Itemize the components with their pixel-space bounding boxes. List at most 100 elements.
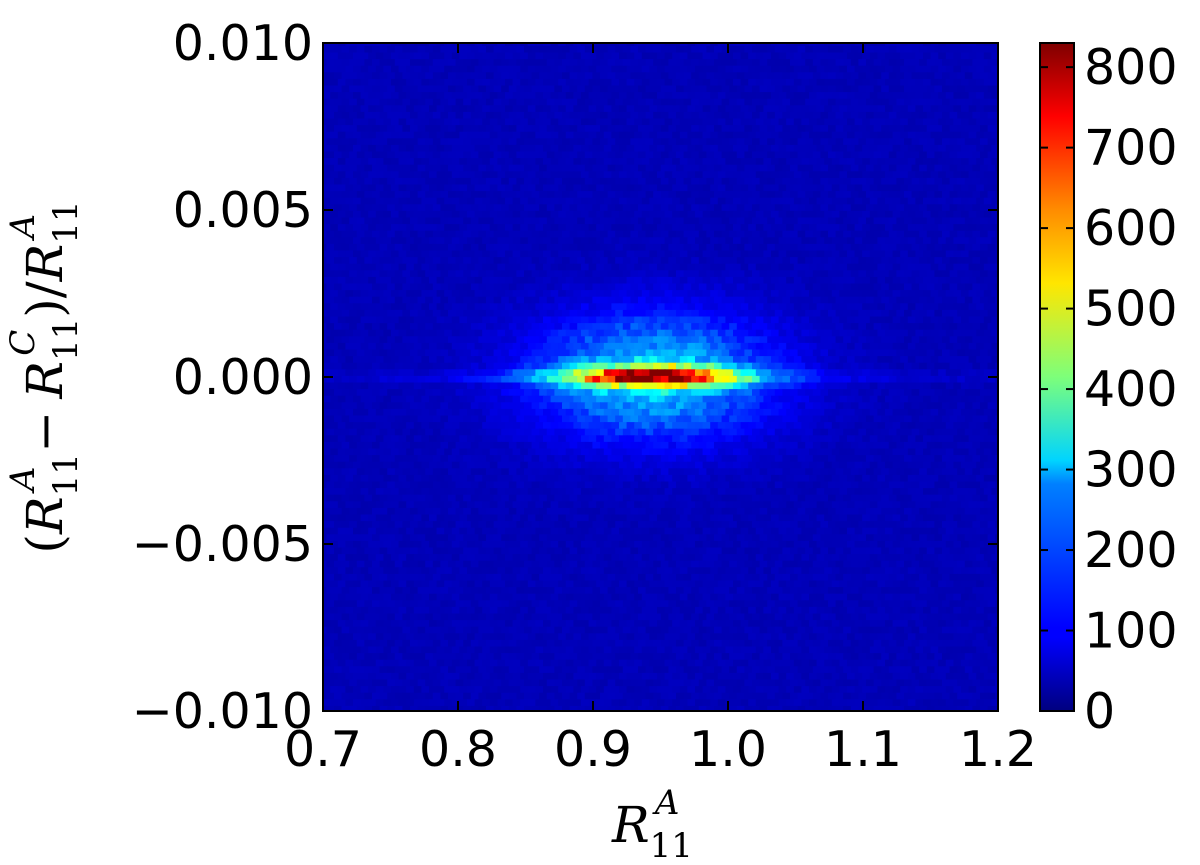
density-cell <box>645 217 654 225</box>
density-cell <box>368 210 377 219</box>
density-cell <box>983 171 993 179</box>
density-cell <box>444 382 453 390</box>
density-cell <box>531 138 540 146</box>
density-cell <box>847 144 856 153</box>
density-cell <box>622 270 632 278</box>
density-cell <box>866 111 875 120</box>
density-cell <box>611 52 620 60</box>
density-cell <box>672 131 681 140</box>
density-cell <box>657 303 666 311</box>
density-cell <box>805 33 813 40</box>
density-cell <box>482 52 491 60</box>
density-cell <box>869 342 879 351</box>
density-cell <box>607 98 616 107</box>
density-cell <box>383 52 392 60</box>
density-cell <box>334 296 343 305</box>
density-cell <box>858 257 867 265</box>
density-cell <box>721 270 730 278</box>
density-cell <box>706 151 715 159</box>
density-cell <box>847 43 856 47</box>
density-cell <box>843 336 852 344</box>
density-cell <box>949 230 958 239</box>
density-cell <box>596 250 605 258</box>
density-cell <box>691 375 700 384</box>
density-cell <box>527 276 537 285</box>
density-cell <box>793 144 803 153</box>
density-cell <box>615 243 624 252</box>
density-cell <box>413 158 423 166</box>
density-cell <box>429 144 438 153</box>
density-cell <box>961 290 970 298</box>
density-cell <box>429 92 438 100</box>
density-cell <box>904 72 913 80</box>
density-cell <box>961 369 970 377</box>
density-cell <box>945 158 955 166</box>
density-cell <box>664 237 673 245</box>
density-cell <box>451 382 461 390</box>
density-cell <box>835 125 844 133</box>
density-cell <box>744 59 753 67</box>
density-cell <box>626 276 635 285</box>
density-cell <box>489 78 499 87</box>
density-cell <box>702 197 711 206</box>
density-cell <box>835 98 844 107</box>
density-cell <box>375 316 385 324</box>
density-cell <box>436 342 445 351</box>
density-cell <box>885 43 894 47</box>
density-cell <box>353 210 362 219</box>
density-cell <box>509 33 517 40</box>
density-cell <box>493 111 502 120</box>
density-cell <box>482 290 491 298</box>
density-cell <box>645 375 654 384</box>
density-cell <box>603 171 613 179</box>
density-cell <box>812 309 822 318</box>
density-cell <box>839 158 848 166</box>
density-cell <box>520 197 529 206</box>
density-cell <box>706 111 715 120</box>
density-cell <box>980 98 989 107</box>
density-cell <box>569 270 578 278</box>
density-cell <box>964 204 974 212</box>
density-cell <box>459 263 468 272</box>
density-cell <box>907 276 917 285</box>
density-cell <box>455 98 464 107</box>
density-cell <box>577 323 586 331</box>
density-cell <box>349 217 358 225</box>
density-cell <box>539 151 548 159</box>
density-cell <box>311 125 319 132</box>
density-cell <box>816 184 825 192</box>
density-cell <box>657 263 666 272</box>
density-cell <box>706 217 715 225</box>
density-cell <box>569 138 578 146</box>
density-cell <box>421 210 430 219</box>
density-cell <box>463 204 472 212</box>
density-cell <box>337 316 347 324</box>
density-cell <box>972 270 981 278</box>
density-cell <box>790 323 799 331</box>
density-cell <box>402 243 411 252</box>
density-cell <box>706 59 715 67</box>
density-cell <box>885 237 894 245</box>
density-cell <box>866 283 875 291</box>
density-cell <box>653 177 662 186</box>
density-cell <box>702 329 711 338</box>
density-cell <box>455 257 464 265</box>
density-cell <box>588 316 597 324</box>
density-cell <box>626 43 635 47</box>
density-cell <box>497 43 506 47</box>
density-cell <box>543 276 552 285</box>
density-cell <box>968 158 977 166</box>
density-cell <box>641 52 651 60</box>
density-cell <box>907 237 917 245</box>
density-cell <box>702 237 711 245</box>
density-cell <box>706 375 715 384</box>
density-cell <box>953 144 962 153</box>
density-cell <box>938 263 947 272</box>
density-cell <box>638 98 647 107</box>
density-cell <box>805 296 814 305</box>
density-cell <box>824 224 833 232</box>
density-cell <box>983 197 993 206</box>
density-cell <box>394 309 404 318</box>
density-cell <box>812 45 822 54</box>
density-cell <box>900 78 909 87</box>
